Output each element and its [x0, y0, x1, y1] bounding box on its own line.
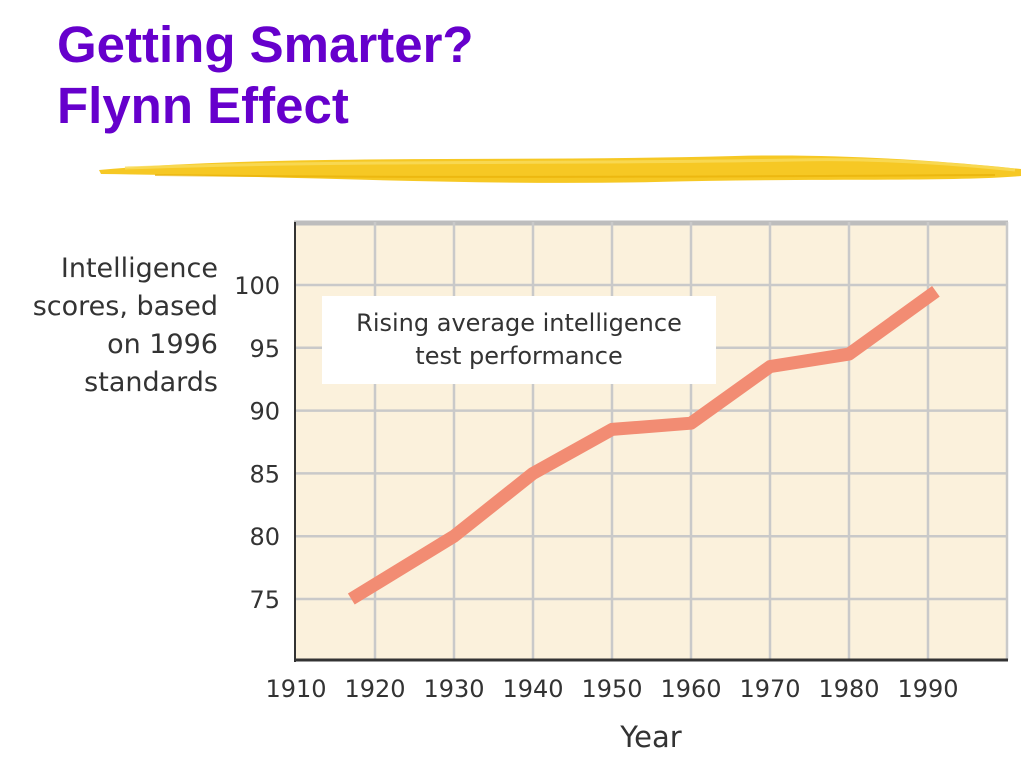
y-axis-label: Intelligence scores, based on 1996 stand… — [32, 253, 218, 398]
x-tick-label-1920: 1920 — [344, 675, 405, 703]
x-tick-label-1940: 1940 — [502, 675, 563, 703]
x-tick-labels: 1910 1920 1930 1940 1950 1960 1970 1980 1990 — [265, 675, 958, 703]
grid — [296, 222, 1009, 660]
plot-background — [296, 222, 1008, 660]
slide-title-line-2: Flynn Effect — [57, 77, 349, 134]
y-tick-label-95: 95 — [249, 335, 280, 363]
y-tick-labels: 75 80 85 90 95 100 — [234, 272, 280, 614]
x-tick-label-1960: 1960 — [660, 675, 721, 703]
y-tick-label-75: 75 — [249, 586, 280, 614]
x-tick-label-1910: 1910 — [265, 675, 326, 703]
series-line — [347, 286, 940, 605]
x-tick-label-1930: 1930 — [423, 675, 484, 703]
y-tick-label-80: 80 — [249, 523, 280, 551]
annotation-text: Rising average intelligence test perform… — [356, 309, 682, 370]
y-tick-label-100: 100 — [234, 272, 280, 300]
y-tick-label-90: 90 — [249, 398, 280, 426]
x-tick-label-1980: 1980 — [818, 675, 879, 703]
x-tick-label-1950: 1950 — [581, 675, 642, 703]
x-axis-label: Year — [619, 720, 681, 754]
highlighter-brush-stroke — [99, 155, 1021, 183]
slide-title-line-1: Getting Smarter? — [57, 16, 474, 73]
y-tick-label-85: 85 — [249, 460, 280, 488]
x-tick-label-1990: 1990 — [897, 675, 958, 703]
slide-title: Getting Smarter? Flynn Effect — [57, 14, 474, 136]
annotation-box: Rising average intelligence test perform… — [322, 296, 716, 384]
x-tick-label-1970: 1970 — [739, 675, 800, 703]
